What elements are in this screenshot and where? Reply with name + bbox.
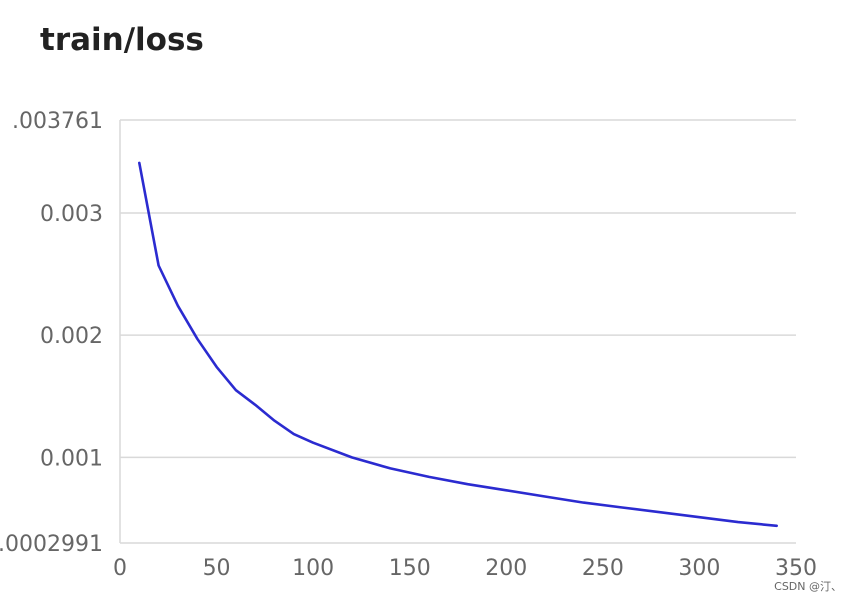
x-tick-label-2: 100 [292, 556, 334, 581]
x-tick-label-7: 350 [775, 556, 817, 581]
x-axis: 0 50 100 150 200 250 300 350 [113, 556, 817, 581]
series-group [138, 161, 779, 528]
x-tick-label-3: 150 [389, 556, 431, 581]
x-tick-label-4: 200 [485, 556, 527, 581]
y-tick-label-1: 0.001 [40, 446, 103, 471]
x-tick-label-5: 250 [582, 556, 624, 581]
gridlines [120, 119, 796, 544]
y-tick-label-2: 0.002 [40, 324, 103, 349]
x-tick-label-6: 300 [678, 556, 720, 581]
x-tick-label-0: 0 [113, 556, 127, 581]
chart-title: train/loss [40, 22, 204, 58]
y-tick-label-3: 0.003 [40, 202, 103, 227]
y-tick-label-4: .003761 [12, 109, 103, 134]
y-tick-label-0: .0002991 [0, 532, 103, 557]
series-line-0 [138, 161, 779, 528]
x-tick-label-1: 50 [203, 556, 231, 581]
watermark-text: CSDN @汀、 [774, 580, 842, 593]
y-axis: .0002991 0.001 0.002 0.003 .003761 [0, 109, 121, 557]
